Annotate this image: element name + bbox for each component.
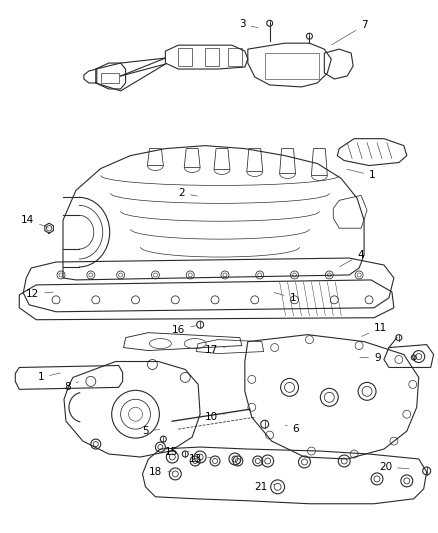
Text: 9: 9: [359, 352, 380, 362]
Text: 17: 17: [204, 344, 225, 354]
Text: 14: 14: [21, 215, 48, 227]
Text: 20: 20: [378, 462, 408, 472]
Text: 6: 6: [285, 424, 298, 434]
Text: 21: 21: [254, 482, 274, 492]
Text: 7: 7: [331, 20, 367, 45]
Text: 11: 11: [361, 322, 386, 336]
Text: 12: 12: [26, 289, 53, 299]
Text: 3: 3: [239, 19, 258, 29]
Text: 1: 1: [37, 373, 60, 382]
Text: 5: 5: [141, 426, 159, 436]
Text: 8: 8: [64, 382, 78, 392]
Text: 18: 18: [149, 467, 171, 477]
Text: 16: 16: [172, 325, 197, 335]
Text: 4: 4: [339, 250, 363, 266]
Text: 1: 1: [274, 293, 296, 303]
Text: 10: 10: [205, 412, 225, 422]
Text: 13: 13: [188, 454, 211, 464]
Text: 1: 1: [346, 169, 375, 181]
Text: 2: 2: [178, 188, 197, 198]
Text: 15: 15: [165, 447, 189, 457]
